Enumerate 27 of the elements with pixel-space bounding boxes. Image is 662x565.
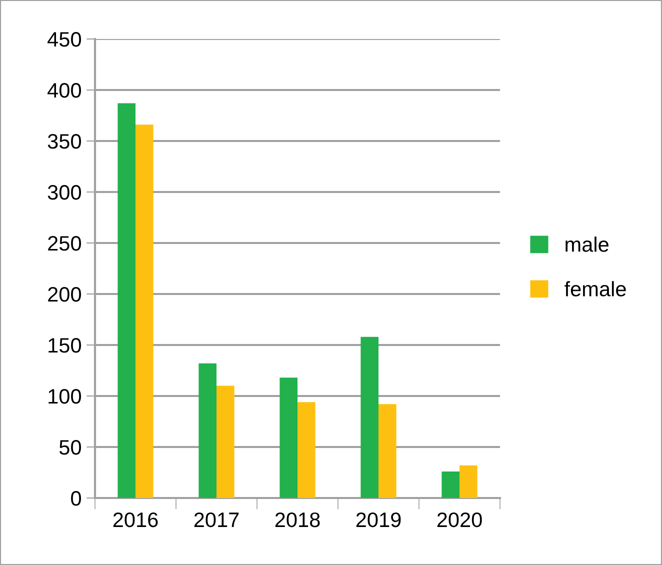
bar <box>280 378 298 498</box>
y-tick-label: 250 <box>48 236 81 251</box>
bar <box>118 103 136 498</box>
y-tick-label: 200 <box>48 287 81 302</box>
x-tick-label: 2016 <box>113 512 158 528</box>
y-tick-label: 450 <box>48 32 81 47</box>
y-tick-label: 350 <box>48 134 81 149</box>
y-tick-label: 150 <box>48 338 81 353</box>
bar <box>442 471 460 498</box>
bar <box>216 386 234 498</box>
y-tick-label: 0 <box>71 491 81 506</box>
x-tick-label: 2017 <box>194 512 239 528</box>
bar <box>460 465 478 498</box>
x-tick-label: 2019 <box>356 512 401 528</box>
y-tick-label: 100 <box>48 389 81 404</box>
x-tick-label: 2018 <box>275 512 320 528</box>
bar <box>298 402 316 498</box>
legend-label: female <box>564 281 626 296</box>
y-tick-label: 400 <box>48 83 81 98</box>
bar <box>136 124 154 498</box>
legend-label: male <box>566 236 608 252</box>
bar <box>198 363 216 498</box>
x-tick-label: 2020 <box>437 512 482 528</box>
y-tick-label: 300 <box>48 185 81 200</box>
bar <box>360 336 378 498</box>
y-tick-label: 50 <box>59 440 81 455</box>
bar <box>378 404 396 498</box>
